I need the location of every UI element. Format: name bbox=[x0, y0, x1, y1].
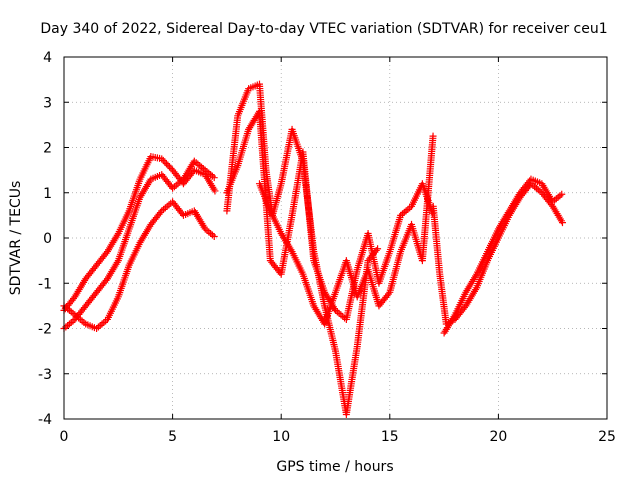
data-point-marker bbox=[384, 290, 392, 298]
data-point-marker bbox=[156, 209, 164, 217]
data-point-marker bbox=[164, 161, 172, 169]
y-tick-label: -3 bbox=[38, 367, 52, 383]
data-point-marker bbox=[429, 132, 437, 140]
y-tick-label: 4 bbox=[43, 50, 52, 66]
x-axis-label: GPS time / hours bbox=[276, 459, 393, 475]
data-point-marker bbox=[162, 160, 170, 168]
x-tick-label: 20 bbox=[489, 429, 507, 445]
y-tick-label: -2 bbox=[38, 322, 52, 338]
series-track-e bbox=[223, 107, 437, 323]
data-point-marker bbox=[102, 249, 110, 257]
y-tick-label: 0 bbox=[43, 231, 52, 247]
data-point-marker bbox=[70, 295, 78, 303]
chart-title: Day 340 of 2022, Sidereal Day-to-day VTE… bbox=[40, 21, 607, 37]
data-point-marker bbox=[210, 174, 218, 182]
data-point-marker bbox=[374, 245, 382, 253]
series-track-c bbox=[60, 198, 218, 332]
y-tick-label: 3 bbox=[43, 95, 52, 111]
axis-ticks: 0 5 10 15 20 25 -4 -3 -2 -1 0 1 2 3 4 bbox=[38, 50, 616, 445]
y-tick-label: -1 bbox=[38, 276, 52, 292]
x-tick-label: 10 bbox=[272, 429, 290, 445]
data-point-marker bbox=[158, 155, 166, 163]
data-point-marker bbox=[460, 304, 468, 312]
data-point-marker bbox=[558, 190, 566, 198]
series-track-f bbox=[255, 132, 437, 328]
y-tick-label: -4 bbox=[38, 412, 52, 428]
data-points bbox=[60, 80, 566, 418]
x-tick-label: 15 bbox=[381, 429, 399, 445]
y-axis-label: SDTVAR / TECUs bbox=[8, 181, 24, 296]
data-point-marker bbox=[211, 187, 219, 195]
x-tick-label: 25 bbox=[598, 429, 616, 445]
y-tick-label: 1 bbox=[43, 186, 52, 202]
data-point-marker bbox=[161, 158, 169, 166]
x-tick-label: 0 bbox=[60, 429, 69, 445]
x-tick-label: 5 bbox=[168, 429, 177, 445]
series-track-h bbox=[440, 175, 566, 337]
data-point-marker bbox=[102, 276, 110, 284]
y-tick-label: 2 bbox=[43, 141, 52, 157]
data-point-marker bbox=[210, 232, 218, 240]
data-point-marker bbox=[159, 156, 167, 164]
plot-border bbox=[63, 56, 608, 420]
series-track-a bbox=[60, 153, 219, 314]
data-point-marker bbox=[558, 219, 566, 227]
data-point-marker bbox=[165, 163, 173, 171]
series-track-g bbox=[429, 180, 566, 328]
